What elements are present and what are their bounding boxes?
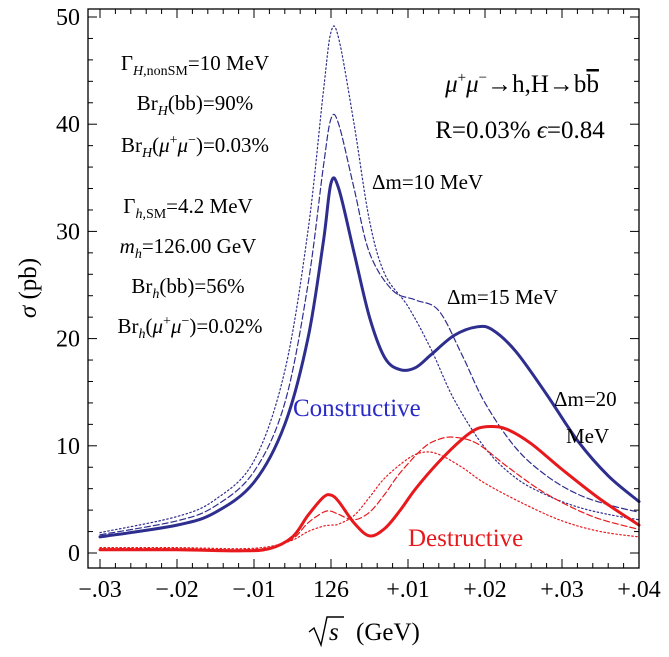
annotation-params: R=0.03% ϵ=0.84 — [435, 117, 605, 144]
x-axis-label: s (GeV) — [308, 616, 420, 648]
label-dm10: Δm=10 MeV — [372, 170, 483, 194]
label-constructive: Constructive — [293, 395, 421, 422]
y-tick-label: 20 — [56, 327, 80, 353]
series-line-constructive-2 — [99, 25, 640, 534]
annotation-mass-h: mh=126.00 GeV — [120, 234, 257, 262]
label-dm15: Δm=15 MeV — [447, 285, 558, 309]
svg-text:s: s — [329, 619, 339, 646]
annotation-br-H-bb: BrH(bb)=90% — [137, 91, 253, 119]
y-tick-label: 0 — [68, 541, 80, 567]
annotation-process: μ+μ−→h,H→bb — [444, 70, 599, 98]
x-tick-label: +.01 — [386, 577, 430, 603]
y-tick-label: 40 — [56, 112, 80, 138]
x-tick-label: −.01 — [232, 577, 276, 603]
y-tick-label: 50 — [56, 5, 80, 31]
annotation-br-h-mumu: Brh(μ+μ−)=0.02% — [118, 314, 263, 342]
svg-text:(GeV): (GeV) — [356, 619, 420, 646]
x-tick-label: −.03 — [78, 577, 122, 603]
x-tick-label: +.04 — [617, 577, 661, 603]
x-tick-label: +.03 — [540, 577, 584, 603]
curves-layer — [98, 25, 641, 553]
y-axis-label: σ (pb) — [15, 258, 42, 318]
x-tick-label: −.02 — [155, 577, 199, 603]
series-line-constructive-0 — [98, 176, 641, 539]
annotation-br-h-bb: Brh(bb)=56% — [131, 274, 244, 302]
series-line-constructive-1 — [99, 113, 640, 536]
ticks-layer: −.03 −.02 −.01 126 +.01 +.02 +.03 +.04 0 10 20 30 40… — [56, 5, 661, 603]
series-line-destructive-5 — [99, 451, 640, 550]
y-tick-label: 10 — [56, 434, 80, 460]
x-tick-label: +.02 — [463, 577, 507, 603]
series-line-destructive-4 — [99, 436, 640, 551]
x-tick-label: 126 — [313, 577, 349, 603]
label-dm20-line2: MeV — [566, 424, 609, 448]
y-tick-label: 30 — [56, 219, 80, 245]
label-destructive: Destructive — [408, 525, 523, 552]
plot-frame — [87, 8, 640, 569]
annotation-gamma-h: Γh,SM=4.2 MeV — [123, 194, 252, 222]
label-dm20-line1: Δm=20 — [554, 387, 617, 411]
